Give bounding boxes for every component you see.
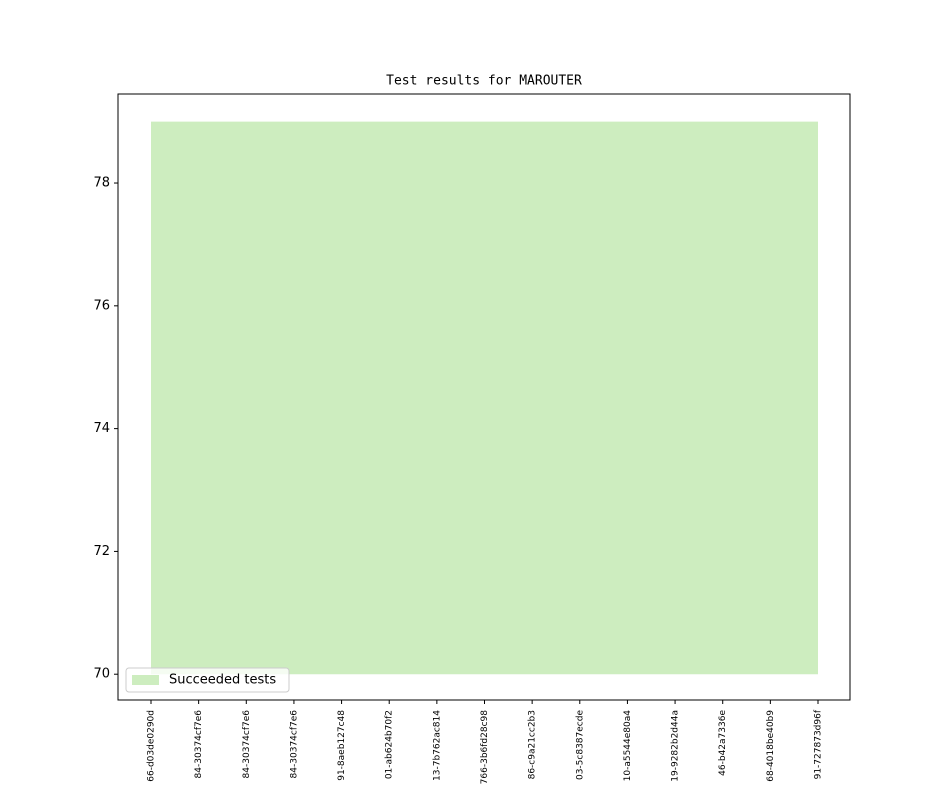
x-tick-label: 68-4018be40b9 [766, 710, 776, 782]
y-tick-label: 74 [93, 421, 110, 436]
x-tick-label: 86-c9a21cc2b3 [528, 710, 538, 779]
area [151, 121, 818, 675]
x-tick-label: 84-30374cf7e6 [289, 710, 299, 779]
y-tick-label: 76 [93, 298, 110, 313]
legend: Succeeded tests [125, 667, 290, 693]
x-tick-label: 01-ab624b70f2 [385, 710, 395, 779]
x-tick-label: 46-b42a7336e [718, 710, 728, 776]
y-tick-label: 78 [93, 176, 110, 191]
y-tick-label: 72 [93, 544, 110, 559]
x-tick-label: 19-9282b2d44a [671, 710, 681, 782]
legend-label: Succeeded tests [169, 673, 276, 688]
x-tick-label: 10-a5544e80a4 [623, 710, 633, 782]
x-tick-label: 84-30374cf7e6 [242, 710, 252, 779]
x-tick-label: 91-727873d96f [814, 709, 824, 779]
x-tick-label: 66-d03de0290d [147, 710, 157, 782]
x-tick-label: 13-7b762ac814 [432, 710, 442, 781]
y-tick-label: 70 [93, 667, 110, 682]
legend-frame [125, 667, 290, 693]
x-tick-label: 91-8aeb127c48 [337, 710, 347, 781]
x-tick-label: 03-5c8387ecde [575, 710, 585, 780]
legend-swatch [132, 675, 159, 685]
x-tick-label: 84-30374cf7e6 [194, 710, 204, 779]
chart-title: Test results for MAROUTER [386, 74, 582, 89]
x-tick-label: 766-3b6fd28c98 [480, 710, 490, 785]
